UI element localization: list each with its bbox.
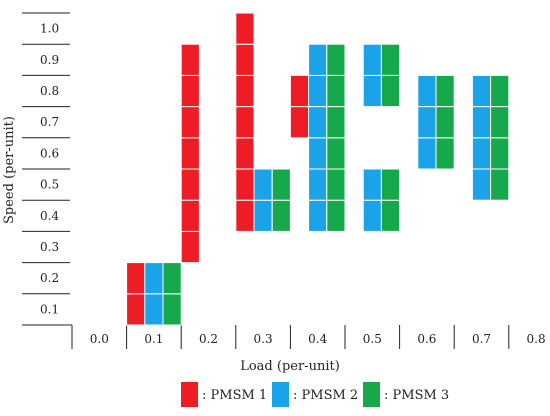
y-tick-label: 0.8 xyxy=(40,84,59,98)
pmsm-2-cell xyxy=(362,168,382,201)
pmsm-3-cell xyxy=(271,199,291,232)
pmsm-2-cell xyxy=(253,199,273,232)
x-tick-label: 0.2 xyxy=(199,332,218,346)
pmsm-2-cell xyxy=(362,43,382,76)
legend-label-pmsm-1: : PMSM 1 xyxy=(202,388,267,403)
pmsm-3-cell xyxy=(326,199,346,232)
pmsm-3-cell xyxy=(326,74,346,108)
y-axis-label: Speed (per-unit) xyxy=(2,116,17,224)
y-tick-label: 0.1 xyxy=(40,302,59,316)
x-tick-label: 0.5 xyxy=(363,332,382,346)
pmsm-2-cell xyxy=(308,43,328,76)
pmsm-1-cell xyxy=(235,43,255,76)
pmsm-1-cell xyxy=(289,106,310,139)
pmsm-1-cell xyxy=(235,106,255,139)
pmsm-2-cell xyxy=(144,293,164,326)
y-tick-label: 0.4 xyxy=(40,209,59,223)
pmsm-1-cell xyxy=(235,168,255,201)
pmsm-2-cell xyxy=(308,199,328,232)
data-cells xyxy=(126,12,510,326)
legend-swatch-pmsm-2 xyxy=(272,382,289,407)
y-tick-label: 0.3 xyxy=(40,240,59,254)
pmsm-1-cell xyxy=(180,230,200,264)
pmsm-2-cell xyxy=(362,74,382,108)
pmsm-1-cell xyxy=(180,168,200,201)
y-tick-label: 0.9 xyxy=(40,53,59,67)
y-tick-label: 0.5 xyxy=(40,178,59,192)
pmsm-2-cell xyxy=(417,74,437,108)
pmsm-3-cell xyxy=(435,106,455,139)
x-tick-label: 0.4 xyxy=(308,332,327,346)
x-tick-label: 0.1 xyxy=(144,332,163,346)
legend: : PMSM 1 : PMSM 2 : PMSM 3 xyxy=(181,382,449,407)
pmsm-2-cell xyxy=(253,168,273,201)
pmsm-1-cell xyxy=(235,74,255,108)
x-tick-label: 0.6 xyxy=(417,332,436,346)
pmsm-3-cell xyxy=(380,74,401,108)
pmsm-2-cell xyxy=(471,137,492,170)
x-tick-label: 0.7 xyxy=(472,332,491,346)
pmsm-3-cell xyxy=(326,137,346,170)
legend-swatch-pmsm-1 xyxy=(181,382,198,407)
x-tick-label: 0.8 xyxy=(527,332,546,346)
pmsm-2-cell xyxy=(308,74,328,108)
pmsm-1-cell xyxy=(180,137,200,170)
pmsm-2-cell xyxy=(417,106,437,139)
pmsm-3-cell xyxy=(435,74,455,108)
pmsm-2-cell xyxy=(308,106,328,139)
pmsm-2-cell xyxy=(362,199,382,232)
pmsm-3-cell xyxy=(490,74,510,108)
y-tick-label: 0.6 xyxy=(40,146,59,160)
y-tick-label: 0.2 xyxy=(40,271,59,285)
pmsm-3-cell xyxy=(380,199,401,232)
pmsm-2-cell xyxy=(471,74,492,108)
pmsm-3-cell xyxy=(326,106,346,139)
pmsm-3-cell xyxy=(490,106,510,139)
pmsm-3-cell xyxy=(271,168,291,201)
y-tick-label: 0.7 xyxy=(40,115,59,129)
pmsm-2-cell xyxy=(308,168,328,201)
legend-label-pmsm-3: : PMSM 3 xyxy=(384,388,449,403)
axis-lines xyxy=(22,12,510,349)
pmsm-1-cell xyxy=(235,12,255,45)
tick-labels: 0.1 0.2 0.3 0.4 0.5 0.6 0.7 0.8 0.9 1.0 0.0 0.1 0.2 0… xyxy=(40,22,546,346)
pmsm-3-cell xyxy=(490,137,510,170)
legend-swatch-pmsm-3 xyxy=(363,382,380,407)
x-axis-label: Load (per-unit) xyxy=(240,359,340,374)
pmsm-3-cell xyxy=(380,168,401,201)
pmsm-2-cell xyxy=(417,137,437,170)
pmsm-3-cell xyxy=(162,293,182,326)
legend-label-pmsm-2: : PMSM 2 xyxy=(293,388,358,403)
pmsm-1-cell xyxy=(180,199,200,232)
y-tick-label: 1.0 xyxy=(40,22,59,36)
pmsm-1-cell xyxy=(126,293,146,326)
pmsm-1-cell xyxy=(126,262,146,295)
pmsm-3-cell xyxy=(490,168,510,201)
pmsm-3-cell xyxy=(326,168,346,201)
pmsm-1-cell xyxy=(235,199,255,232)
pmsm-2-cell xyxy=(144,262,164,295)
pmsm-1-cell xyxy=(180,106,200,139)
x-tick-label: 0.3 xyxy=(254,332,273,346)
pmsm-1-cell xyxy=(235,137,255,170)
pmsm-3-cell xyxy=(162,262,182,295)
pmsm-1-cell xyxy=(180,43,200,76)
x-tick-label: 0.0 xyxy=(90,332,109,346)
pmsm-3-cell xyxy=(380,43,401,76)
pmsm-3-cell xyxy=(326,43,346,76)
pmsm-2-cell xyxy=(471,168,492,201)
pmsm-2-cell xyxy=(308,137,328,170)
pmsm-1-cell xyxy=(289,74,310,108)
pmsm-1-cell xyxy=(180,74,200,108)
pmsm-3-cell xyxy=(435,137,455,170)
pmsm-2-cell xyxy=(471,106,492,139)
